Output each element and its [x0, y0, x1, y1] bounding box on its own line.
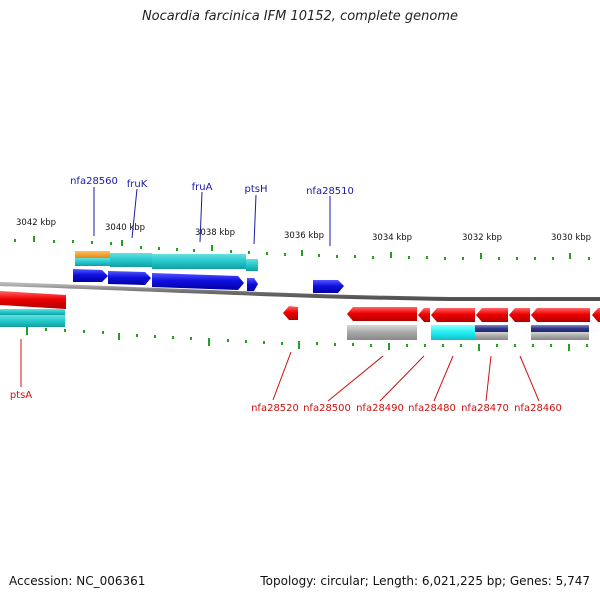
cyan-feature-bar-ptsA-1 [0, 309, 65, 315]
gene-arrow-nfa28470 [476, 308, 508, 322]
tick-label-3040: 3040 kbp [105, 223, 145, 233]
gene-arrow-fruA [152, 273, 244, 290]
gene-arrow-nfa28500 [347, 307, 417, 321]
tick-label-3034: 3034 kbp [372, 233, 412, 243]
gene-arrow-nfa28520 [283, 306, 298, 320]
label-fruA: fruA [192, 182, 213, 193]
accession-text: Accession: NC_006361 [9, 574, 146, 588]
tick-label-3036: 3036 kbp [284, 231, 324, 241]
label-nfa28460: nfa28460 [514, 403, 562, 414]
navy-feature-bar-2 [531, 325, 589, 332]
top-tick-row [14, 236, 590, 260]
tick-label-3038: 3038 kbp [195, 228, 235, 238]
bottom-tick-row [7, 324, 588, 351]
label-nfa28470: nfa28470 [461, 403, 509, 414]
gene-arrow-ptsA [0, 291, 66, 309]
map-title: Nocardia farcinica IFM 10152, complete g… [141, 9, 459, 24]
gene-arrow-ptsH [247, 278, 258, 291]
gene-arrow-nfa28510 [313, 280, 344, 293]
label-fruK: fruK [127, 179, 148, 190]
orange-feature-bar [75, 251, 110, 258]
bottom-leader-lines [20, 339, 540, 402]
label-nfa28500: nfa28500 [303, 403, 351, 414]
gene-arrow-nfa28480 [431, 308, 475, 322]
label-ptsH: ptsH [245, 184, 268, 195]
gene-arrow-edge [592, 308, 600, 322]
gene-arrow-nfa28460 [531, 308, 590, 322]
gene-arrow-nfa28490 [418, 308, 430, 322]
gray-feature-bar-1 [347, 325, 417, 340]
label-nfa28560: nfa28560 [70, 176, 118, 187]
top-leader-lines [93, 187, 331, 246]
label-nfa28490: nfa28490 [356, 403, 404, 414]
gray-feature-bar-3 [531, 332, 589, 340]
cyan-feature-bar-ptsA-2 [0, 315, 65, 327]
genome-backbone [0, 282, 600, 301]
cyan-feature-bar-1 [75, 258, 110, 266]
cyan-feature-bar-5 [431, 325, 475, 340]
label-nfa28510: nfa28510 [306, 186, 354, 197]
label-ptsA: ptsA [10, 390, 32, 401]
gray-feature-bar-2 [475, 332, 508, 340]
gene-arrow-nfa28560 [73, 269, 108, 282]
genome-summary-text: Topology: circular; Length: 6,021,225 bp… [260, 574, 590, 588]
tick-label-3042: 3042 kbp [16, 218, 56, 228]
navy-feature-bar-1 [475, 325, 508, 332]
cyan-feature-bar-2 [110, 253, 152, 267]
cyan-feature-bar-3 [152, 254, 246, 269]
tick-label-3032: 3032 kbp [462, 233, 502, 243]
tick-label-3030: 3030 kbp [551, 233, 591, 243]
label-nfa28520: nfa28520 [251, 403, 299, 414]
cyan-feature-bar-4 [246, 259, 258, 271]
gene-arrow-nfa28470b [509, 308, 530, 322]
gene-arrow-fruK [108, 271, 151, 285]
label-nfa28480: nfa28480 [408, 403, 456, 414]
